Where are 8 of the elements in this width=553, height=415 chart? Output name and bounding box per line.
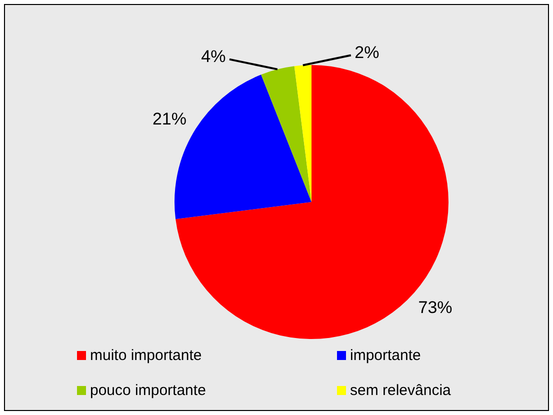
data-label: 21% [152, 110, 186, 129]
legend-label: importante [350, 347, 421, 364]
data-label: 2% [354, 42, 380, 62]
data-label: 4% [201, 46, 226, 66]
legend-label: pouco importante [90, 382, 206, 399]
legend-label: muito importante [90, 347, 202, 364]
legend-label: sem relevância [350, 382, 451, 399]
data-label: 73% [418, 298, 452, 318]
